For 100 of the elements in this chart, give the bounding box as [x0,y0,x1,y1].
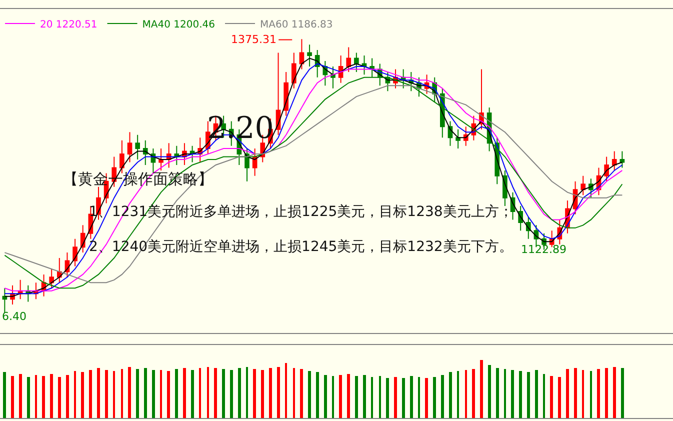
bar [19,374,22,418]
annotation: 1122.89 [521,243,566,256]
candlestick [620,150,625,168]
bar [35,375,37,418]
bar [441,375,444,418]
candlestick [307,44,312,67]
bar [105,370,108,418]
bar [214,368,217,418]
bar [308,371,311,418]
bar [371,377,373,418]
bar [402,378,405,418]
bar [339,375,342,418]
bar [191,370,194,418]
bar [113,371,115,418]
candlestick [291,52,296,89]
bar [394,377,397,418]
bar [207,367,209,418]
bar [613,367,616,418]
bar [50,374,53,418]
legend-label: 20 1220.51 [40,19,98,30]
candlestick [2,288,8,314]
candlestick [120,140,124,174]
bar [42,376,45,418]
bar [472,369,475,418]
bar [363,375,366,418]
bar [230,370,233,418]
bar [550,376,553,418]
bar [74,371,76,418]
candlestick [72,238,78,267]
bar [66,375,69,418]
bar [621,368,624,418]
candlestick [299,38,304,70]
bar [89,370,92,418]
bar [11,376,14,418]
bar [527,372,530,418]
candlestick [456,128,460,150]
bar [128,367,131,418]
bar [332,376,334,418]
bar [379,376,381,418]
candlestick [142,140,148,166]
bar [386,378,389,418]
candlestick [580,175,586,196]
bar [433,377,436,418]
bar [410,376,413,418]
bar [277,367,280,418]
candlestick [362,55,367,76]
bar [511,370,514,418]
bar [558,377,561,418]
bar [3,372,6,418]
bar [597,369,600,418]
candlestick [276,52,281,136]
annotation: 1375.31 [231,33,276,46]
bar [246,367,248,418]
bar [457,371,459,418]
candlestick [604,156,609,182]
bar [293,368,295,418]
bar [253,369,256,418]
candlestick [612,150,617,171]
legend-label: MA40 1200.46 [142,19,215,30]
bar [519,371,522,418]
bar [58,377,61,418]
bar [425,378,428,418]
bar [136,369,139,418]
candlestick [330,66,336,89]
bar [480,360,483,418]
legend-label: MA60 1186.83 [260,19,333,30]
bar [582,370,584,418]
candlestick [346,46,352,72]
bar [183,368,186,418]
bar [160,370,162,418]
bar [285,363,287,418]
bar [347,374,350,418]
candlestick [354,52,359,72]
bar [175,369,178,418]
bar [449,372,452,418]
bar [496,368,499,418]
candlestick [135,134,140,160]
candlestick [174,145,180,166]
bar [261,370,264,418]
bar [355,376,358,418]
bar [605,368,608,418]
bar [97,368,100,418]
candlestick [158,148,164,171]
bar [590,371,592,418]
bar [152,370,155,418]
bar [504,369,506,418]
bar [465,370,467,418]
bar [324,375,327,418]
bar [535,370,538,418]
bar [167,371,170,418]
bar [574,368,577,418]
bar [81,372,84,418]
bar [27,377,30,418]
candlestick [284,71,288,116]
bar [144,368,147,418]
bar [543,374,545,418]
candlestick [127,132,132,163]
bar [300,369,303,418]
candlestick [244,148,250,182]
bar [269,368,272,418]
